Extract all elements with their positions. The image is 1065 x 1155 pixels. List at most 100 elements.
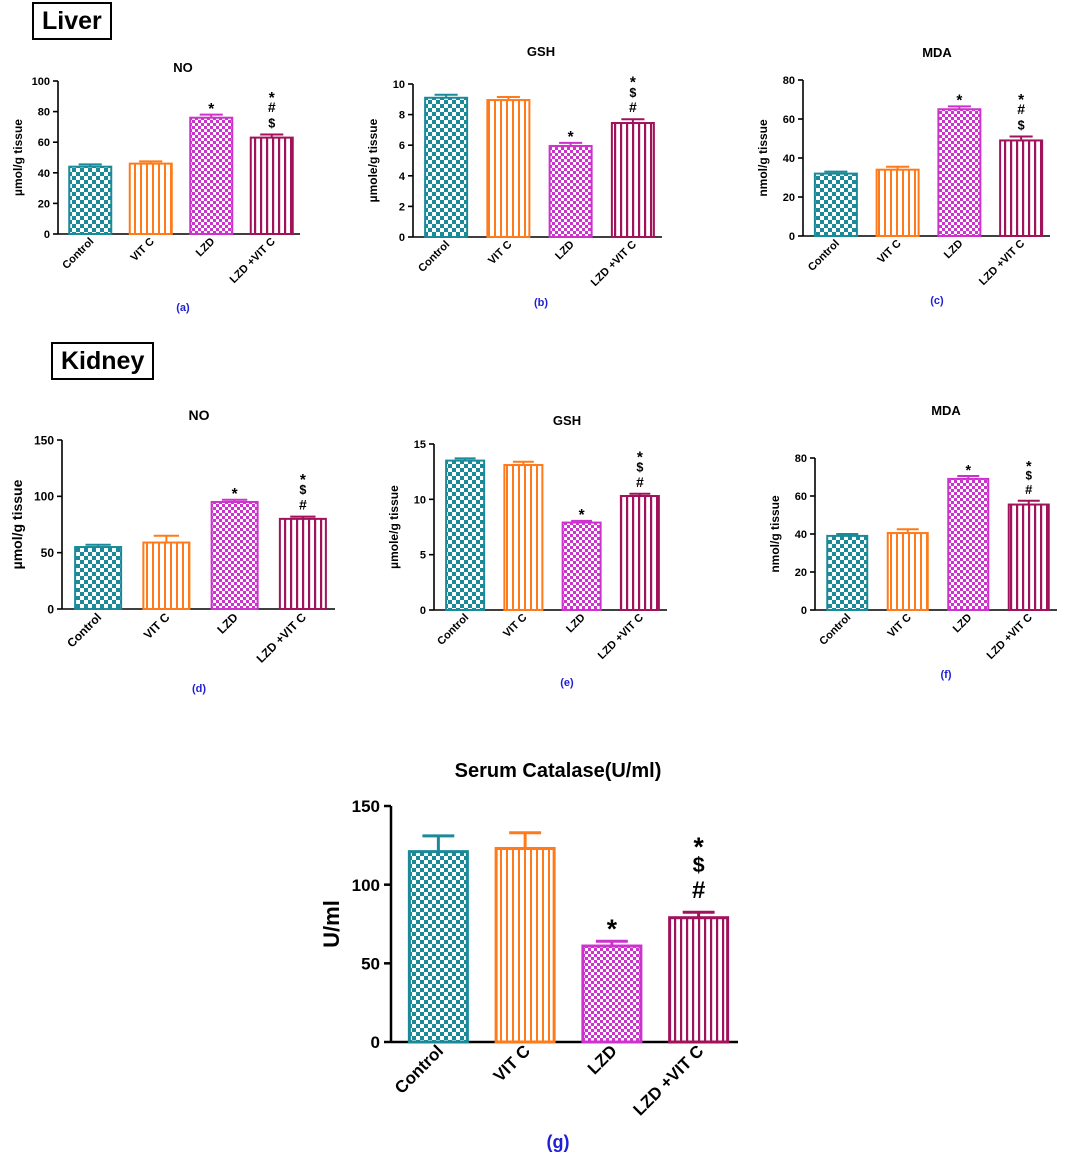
chart-title: GSH xyxy=(553,413,581,428)
category-label: Control xyxy=(817,612,853,648)
bar-control xyxy=(407,850,469,1044)
category-label: LZD xyxy=(584,1041,621,1078)
chart-title: NO xyxy=(173,60,193,75)
significance-mark: $ xyxy=(299,483,306,497)
chart-a: NO 0 20 40 60 80 100 µmol/g tissue Control VIT C *… xyxy=(11,60,300,314)
chart-title: Serum Catalase(U/ml) xyxy=(455,760,662,782)
y-tick-label: 10 xyxy=(414,494,426,506)
y-tick-label: 40 xyxy=(795,529,807,541)
category-label: LZD xyxy=(194,236,218,260)
bar-vitc xyxy=(142,541,191,611)
category-label: Control xyxy=(64,610,104,650)
category-label: LZD xyxy=(564,612,588,636)
panel-label: (c) xyxy=(930,295,944,307)
category-label: LZD xyxy=(214,610,241,637)
y-tick-label: 2 xyxy=(399,201,405,213)
category-label: LZD +VIT C xyxy=(254,610,310,666)
y-tick-label: 20 xyxy=(795,567,807,579)
y-tick-label: 0 xyxy=(399,232,405,244)
significance-mark: # xyxy=(299,497,307,513)
significance-mark: * xyxy=(1018,92,1024,109)
bar-lzd xyxy=(581,944,643,1044)
bar-control xyxy=(813,172,858,238)
bar-lzd-vitc xyxy=(1007,503,1050,611)
y-tick-label: 10 xyxy=(393,79,405,91)
y-tick-label: 80 xyxy=(795,453,807,465)
bar-vitc xyxy=(494,846,556,1044)
y-axis-label: µmol/g tissue xyxy=(11,119,25,196)
significance-mark: $ xyxy=(693,852,705,877)
category-label: VIT C xyxy=(501,612,529,640)
bar-control xyxy=(74,546,123,610)
y-tick-label: 5 xyxy=(420,550,426,562)
category-label: Control xyxy=(391,1041,447,1097)
significance-mark: $ xyxy=(1018,119,1025,133)
significance-mark: # xyxy=(268,99,276,115)
bar-lzd xyxy=(548,144,593,238)
bar-lzd-vitc xyxy=(619,495,660,611)
significance-mark: * xyxy=(607,914,618,944)
significance-mark: * xyxy=(965,463,971,479)
significance-mark: * xyxy=(637,449,643,466)
category-label: Control xyxy=(435,612,471,648)
bar-control xyxy=(445,459,486,611)
y-tick-label: 80 xyxy=(38,107,50,119)
y-tick-label: 20 xyxy=(783,192,795,204)
y-tick-label: 0 xyxy=(789,231,795,243)
significance-mark: * xyxy=(630,75,636,92)
category-label: LZD xyxy=(553,239,577,263)
panel-label: (d) xyxy=(192,683,206,695)
chart-c: MDA 0 20 40 60 80 nmol/g tissue Control VIT C * LZ… xyxy=(756,45,1050,307)
y-tick-label: 150 xyxy=(34,433,54,447)
y-tick-label: 15 xyxy=(414,439,426,451)
kidney-section-label: Kidney xyxy=(51,342,155,380)
bar-control xyxy=(424,96,469,238)
category-label: LZD +VIT C xyxy=(977,238,1027,288)
chart-b: GSH 0 2 4 6 8 10 µmole/g tissue Control VIT C * LZD… xyxy=(366,44,662,309)
y-tick-label: 40 xyxy=(38,168,50,180)
category-label: VIT C xyxy=(141,610,173,642)
y-tick-label: 40 xyxy=(783,153,795,165)
bar-control xyxy=(68,165,113,235)
y-tick-label: 8 xyxy=(399,110,405,122)
y-tick-label: 0 xyxy=(420,605,426,617)
y-axis-label: µmole/g tissue xyxy=(387,485,401,569)
y-tick-label: 150 xyxy=(352,797,380,816)
panel-label: (b) xyxy=(534,297,548,309)
y-axis-label: µmol/g tissue xyxy=(9,479,25,569)
significance-mark: $ xyxy=(636,460,643,474)
bar-control xyxy=(826,534,869,612)
significance-mark: * xyxy=(693,832,704,862)
significance-mark: # xyxy=(1025,482,1033,497)
significance-mark: * xyxy=(568,129,574,146)
chart-f: MDA 0 20 40 60 80 nmol/g tissue Control VIT C * LZ… xyxy=(768,403,1057,681)
chart-title: MDA xyxy=(931,403,961,418)
panel-label: (a) xyxy=(176,302,190,314)
panel-label: (e) xyxy=(560,677,574,689)
panel-label: (g) xyxy=(547,1132,570,1152)
y-axis-label: nmol/g tissue xyxy=(756,119,770,197)
y-tick-label: 0 xyxy=(801,605,807,617)
y-tick-label: 60 xyxy=(783,114,795,126)
bar-lzd xyxy=(937,108,982,237)
category-label: LZD xyxy=(951,612,975,636)
category-label: VIT C xyxy=(486,239,514,267)
bar-lzd xyxy=(189,116,234,235)
significance-mark: # xyxy=(1017,101,1025,117)
y-tick-label: 0 xyxy=(44,229,50,241)
category-label: LZD +VIT C xyxy=(985,612,1035,662)
category-label: Control xyxy=(806,238,842,274)
significance-mark: # xyxy=(692,877,705,904)
significance-mark: * xyxy=(208,101,214,118)
significance-mark: * xyxy=(269,90,275,107)
chart-e: GSH 0 5 10 15 µmole/g tissue Control VIT C * LZD #… xyxy=(387,413,667,689)
liver-section-label: Liver xyxy=(32,2,112,40)
category-label: Control xyxy=(60,236,96,272)
bar-lzd xyxy=(947,477,990,611)
bar-vitc xyxy=(128,162,173,235)
significance-mark: * xyxy=(579,507,585,524)
bar-vitc xyxy=(886,532,929,611)
bar-vitc xyxy=(875,168,920,237)
bar-lzd-vitc xyxy=(668,916,730,1044)
y-tick-label: 100 xyxy=(34,490,54,504)
